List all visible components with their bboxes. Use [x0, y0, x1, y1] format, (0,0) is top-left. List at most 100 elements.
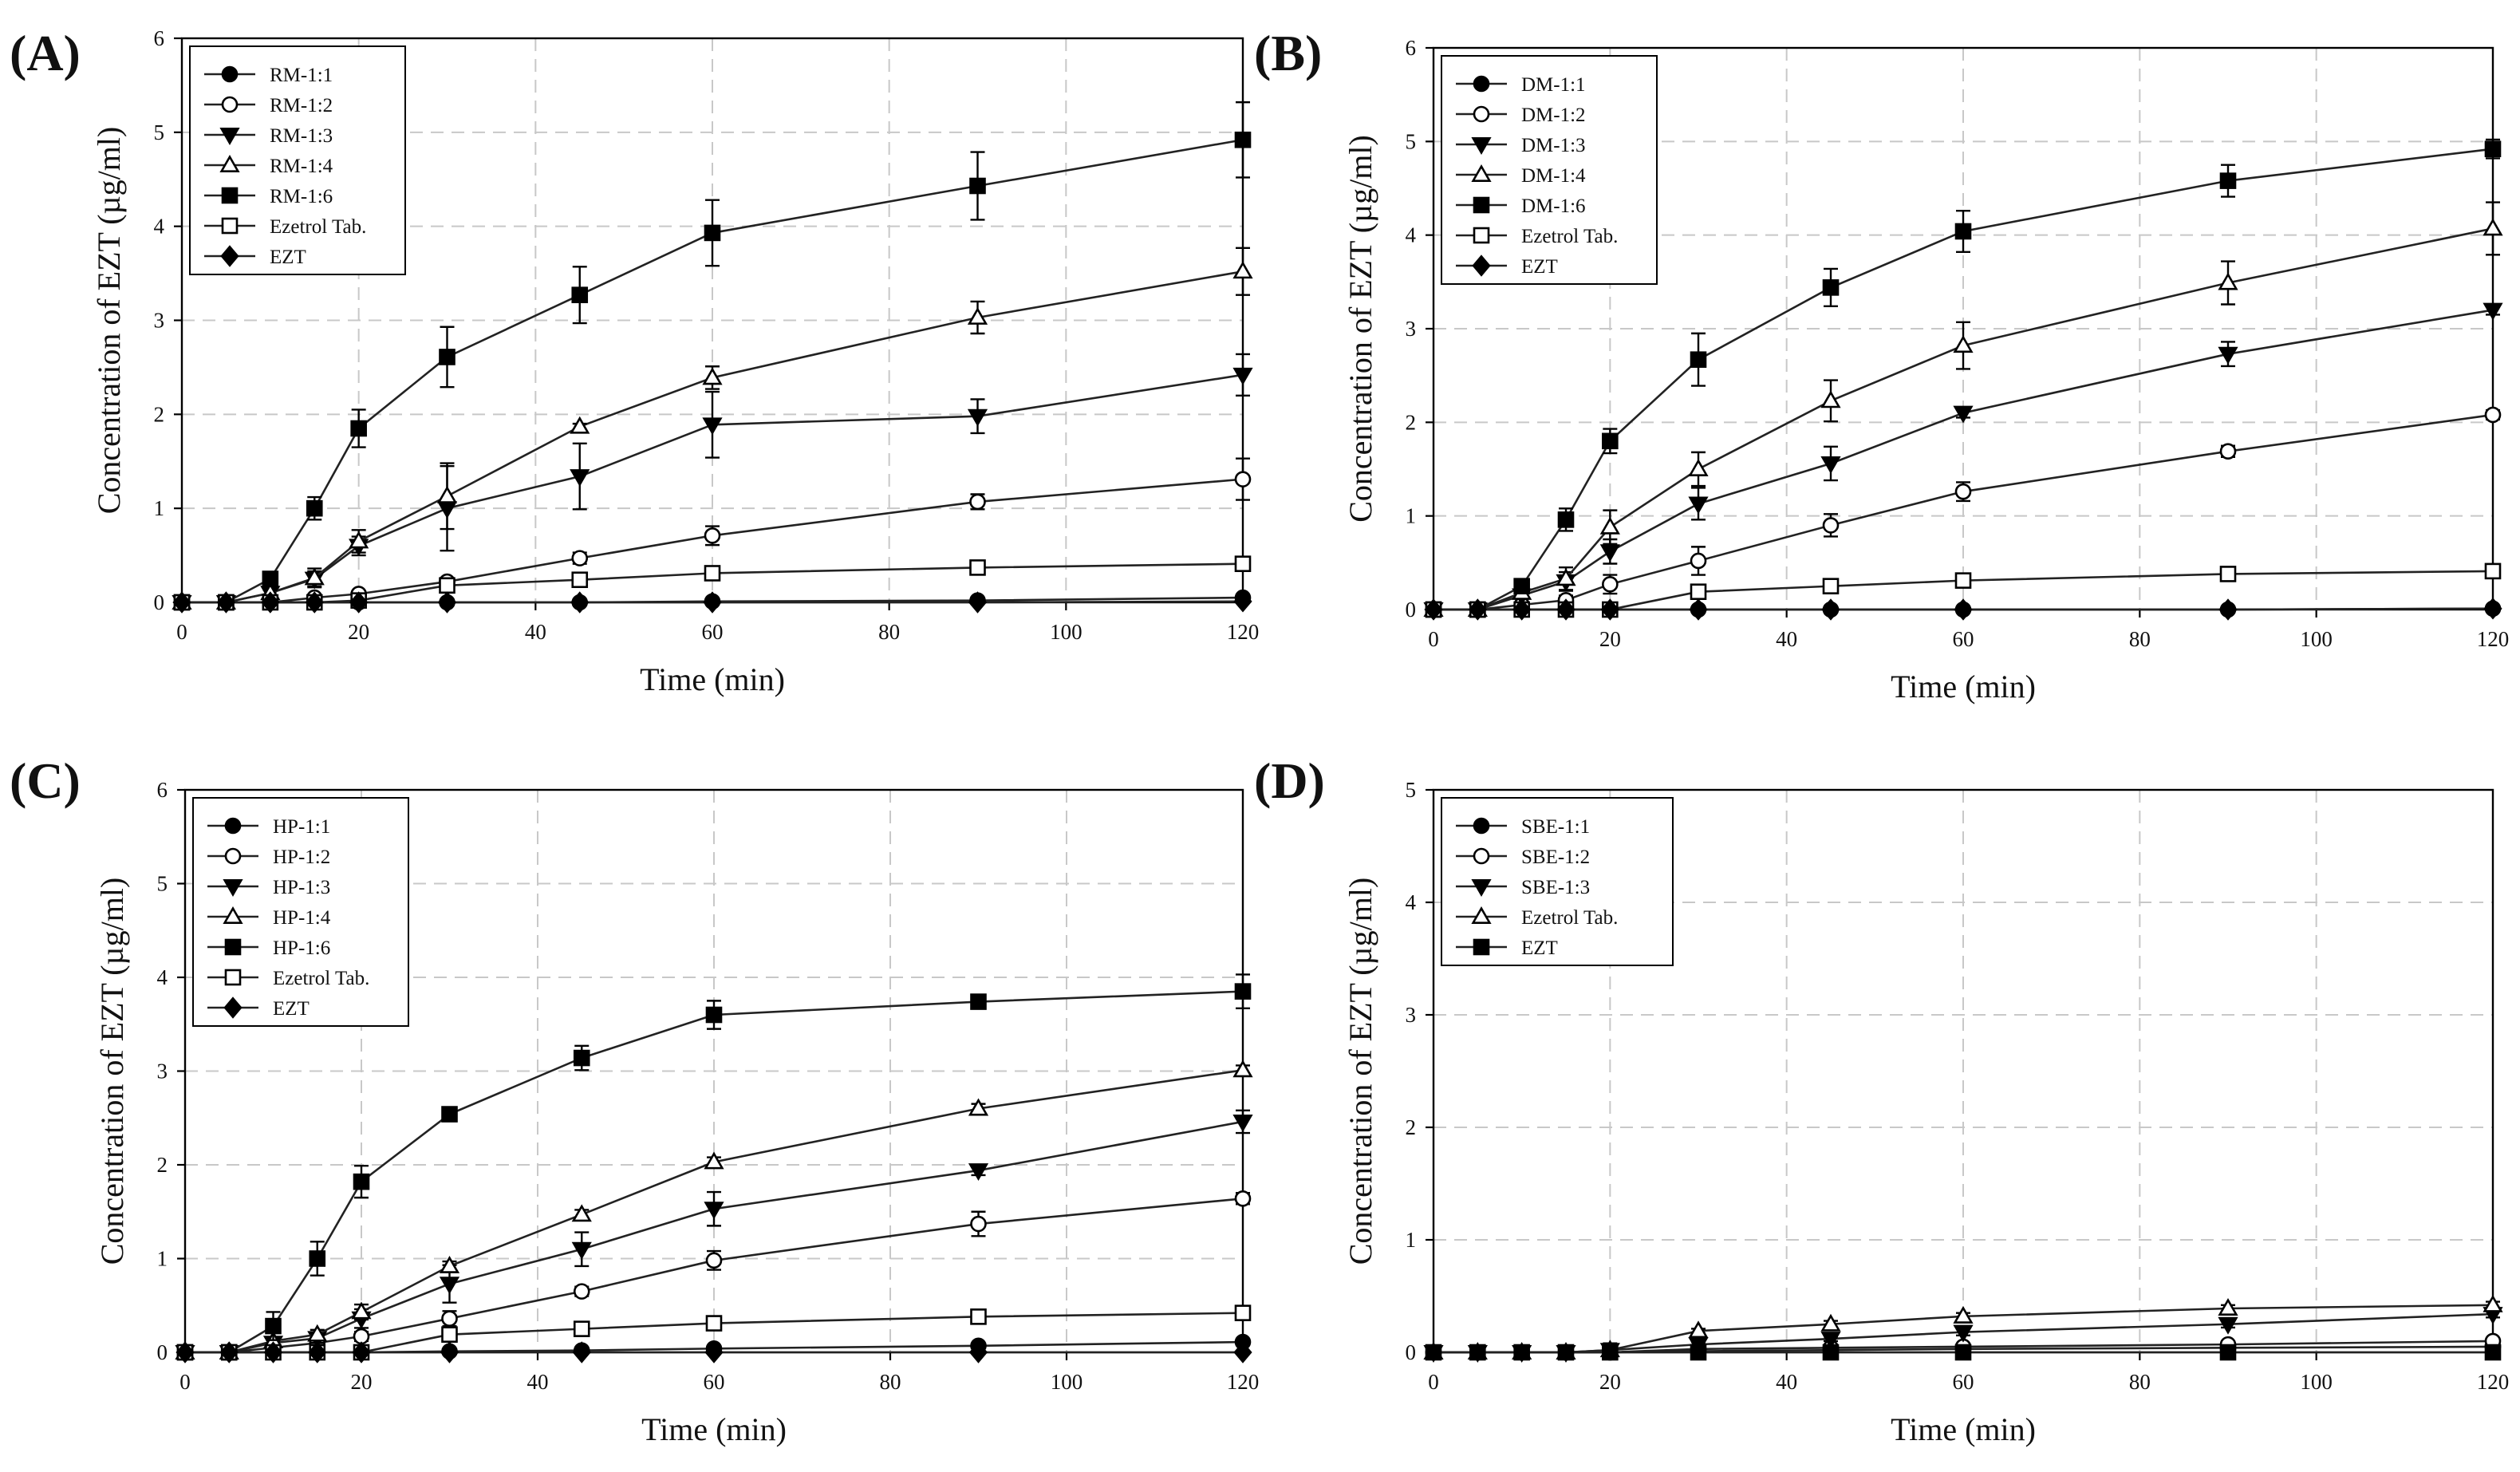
data-point	[702, 367, 723, 385]
data-point	[573, 1049, 590, 1067]
legend-label: SBE-1:1	[1521, 816, 1590, 838]
legend-marker	[224, 938, 242, 956]
y-tick-label: 2	[1406, 1115, 1417, 1139]
series-rm-1-6	[173, 101, 1252, 611]
data-point	[969, 493, 986, 511]
legend-label: RM-1:1	[270, 65, 333, 86]
data-point	[304, 567, 325, 586]
legend-marker	[1471, 879, 1492, 897]
legend: RM-1:1 RM-1:2 RM-1:3 RM-1:4 RM-1:6 Ezetrol Ta…	[189, 45, 406, 275]
data-point	[1954, 1344, 1972, 1361]
data-point	[441, 1106, 458, 1123]
x-tick-label: 100	[1050, 620, 1083, 644]
data-point	[2483, 302, 2503, 321]
legend-marker	[1471, 164, 1492, 182]
legend-label: SBE-1:2	[1521, 846, 1590, 868]
legend-box	[192, 797, 409, 1027]
x-tick-label: 80	[2129, 627, 2151, 651]
y-axis-label: Concentration of EZT (µg/ml)	[94, 878, 130, 1265]
y-tick-label: 4	[157, 965, 168, 989]
x-tick-label: 0	[176, 620, 187, 644]
data-point	[704, 1341, 724, 1363]
y-tick-label: 5	[157, 872, 168, 896]
legend-marker	[223, 906, 243, 924]
data-point	[307, 1324, 328, 1342]
data-point	[216, 591, 236, 614]
legend-marker	[1471, 906, 1492, 924]
y-tick-label: 1	[157, 1247, 168, 1271]
data-point	[2219, 1344, 2237, 1361]
data-point	[1425, 1344, 1442, 1361]
data-point	[265, 1317, 282, 1335]
x-axis-label: Time (min)	[1891, 669, 2036, 704]
data-point	[439, 577, 455, 594]
data-point	[305, 591, 324, 614]
data-point	[1557, 1344, 1575, 1361]
legend-marker	[1473, 75, 1490, 93]
y-tick-label: 2	[154, 402, 165, 426]
legend: HP-1:1 HP-1:2 HP-1:3 HP-1:4 HP-1:6 Ezetrol Ta…	[192, 797, 409, 1027]
data-point	[2219, 566, 2237, 582]
panel-label: (A)	[10, 25, 81, 81]
y-tick-label: 4	[154, 215, 165, 239]
series-line	[185, 990, 1244, 1354]
legend-label: DM-1:3	[1521, 135, 1586, 156]
legend-label: DM-1:2	[1521, 105, 1586, 126]
data-point	[1232, 261, 1253, 279]
data-point	[571, 571, 589, 589]
data-point	[440, 1341, 459, 1363]
data-point	[704, 1202, 724, 1220]
legend-marker	[224, 969, 242, 986]
data-point	[309, 1250, 326, 1267]
series-line	[1434, 607, 2494, 611]
data-point	[1599, 544, 1620, 562]
legend-marker	[221, 217, 239, 235]
data-point	[1688, 1320, 1709, 1339]
y-tick-label: 6	[154, 26, 165, 50]
y-tick-label: 0	[1406, 598, 1417, 622]
y-tick-label: 0	[154, 590, 165, 614]
data-point	[1820, 456, 1841, 474]
data-point	[1234, 983, 1252, 1000]
legend-marker	[221, 187, 239, 204]
x-tick-label: 120	[2477, 627, 2510, 651]
legend-label: EZT	[273, 998, 310, 1020]
panel-a: 0 20 40 60 80 100 120 0 1 2 3 4 5 6 Time (min) Concentr…	[10, 25, 1259, 697]
data-point	[969, 559, 986, 576]
legend-label: HP-1:1	[273, 816, 330, 838]
series-line	[1434, 413, 2494, 611]
y-tick-label: 6	[157, 778, 168, 802]
x-tick-label: 100	[2300, 1370, 2333, 1394]
data-point	[968, 1341, 988, 1363]
data-point	[439, 349, 455, 365]
panel-b: 0 20 40 60 80 100 120 0 1 2 3 4 5 6 Time (min) Concentr…	[1254, 25, 2509, 704]
data-point	[2218, 598, 2238, 621]
x-tick-label: 20	[1599, 627, 1621, 651]
x-tick-label: 0	[1428, 1370, 1439, 1394]
legend-box	[1441, 55, 1658, 285]
x-axis-label: Time (min)	[641, 1411, 787, 1447]
legend-label: HP-1:4	[273, 907, 331, 929]
legend-label: EZT	[1521, 937, 1558, 959]
data-point	[2218, 1298, 2238, 1316]
data-point	[441, 1326, 458, 1343]
data-point	[704, 527, 721, 544]
legend-label: HP-1:3	[273, 877, 330, 898]
legend-label: Ezetrol Tab.	[270, 216, 366, 238]
legend-marker	[1473, 196, 1490, 214]
data-point	[571, 1204, 592, 1222]
data-point	[1822, 578, 1840, 594]
y-tick-label: 0	[1406, 1340, 1417, 1364]
data-point	[349, 531, 369, 549]
x-tick-label: 100	[1051, 1370, 1083, 1394]
panel-label: (C)	[10, 752, 81, 809]
data-point	[705, 1252, 723, 1269]
y-tick-label: 2	[1406, 410, 1417, 434]
y-tick-label: 2	[157, 1153, 168, 1177]
x-axis-label: Time (min)	[1891, 1411, 2036, 1447]
data-point	[1690, 552, 1707, 570]
data-point	[1954, 598, 1973, 621]
data-point	[1954, 223, 1972, 240]
x-tick-label: 0	[179, 1370, 191, 1394]
